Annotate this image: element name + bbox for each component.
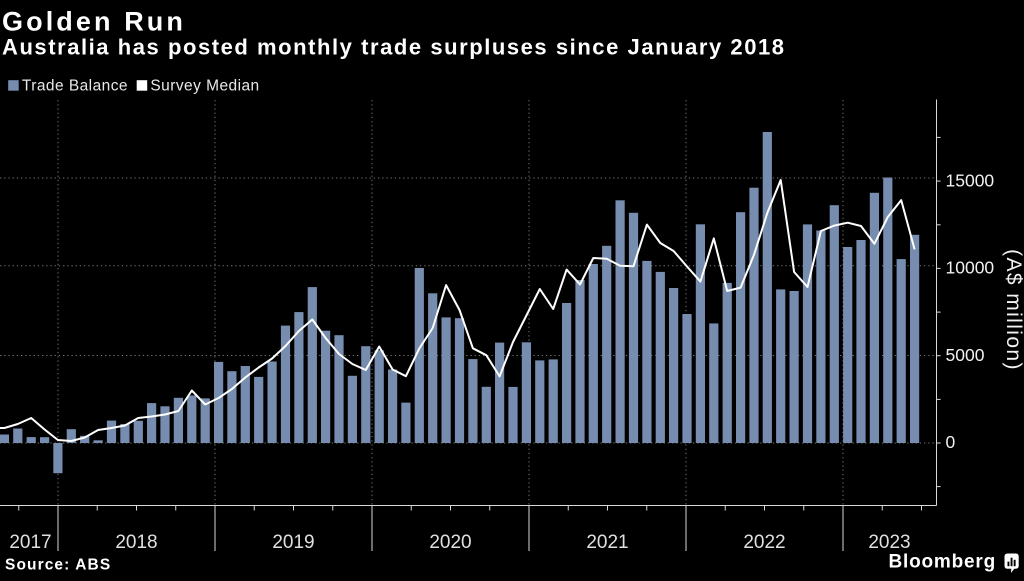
svg-text:2023: 2023 <box>868 532 910 553</box>
svg-text:10000: 10000 <box>946 258 995 278</box>
svg-text:2022: 2022 <box>743 532 785 553</box>
svg-text:15000: 15000 <box>946 170 995 190</box>
svg-text:Source: ABS: Source: ABS <box>5 556 111 573</box>
svg-text:Golden Run: Golden Run <box>2 7 186 37</box>
svg-text:2017: 2017 <box>9 532 51 553</box>
svg-text:Trade Balance: Trade Balance <box>22 77 128 94</box>
svg-text:2019: 2019 <box>272 532 314 553</box>
svg-text:2020: 2020 <box>429 532 471 553</box>
svg-text:Australia has posted monthly t: Australia has posted monthly trade surpl… <box>2 35 786 60</box>
svg-text:2021: 2021 <box>586 532 628 553</box>
svg-text:2018: 2018 <box>115 532 157 553</box>
svg-text:0: 0 <box>946 432 956 452</box>
svg-text:Bloomberg: Bloomberg <box>889 552 996 573</box>
svg-text:Survey Median: Survey Median <box>150 77 259 94</box>
svg-text:5000: 5000 <box>946 345 985 365</box>
svg-text:(A$ million): (A$ million) <box>1002 249 1024 371</box>
